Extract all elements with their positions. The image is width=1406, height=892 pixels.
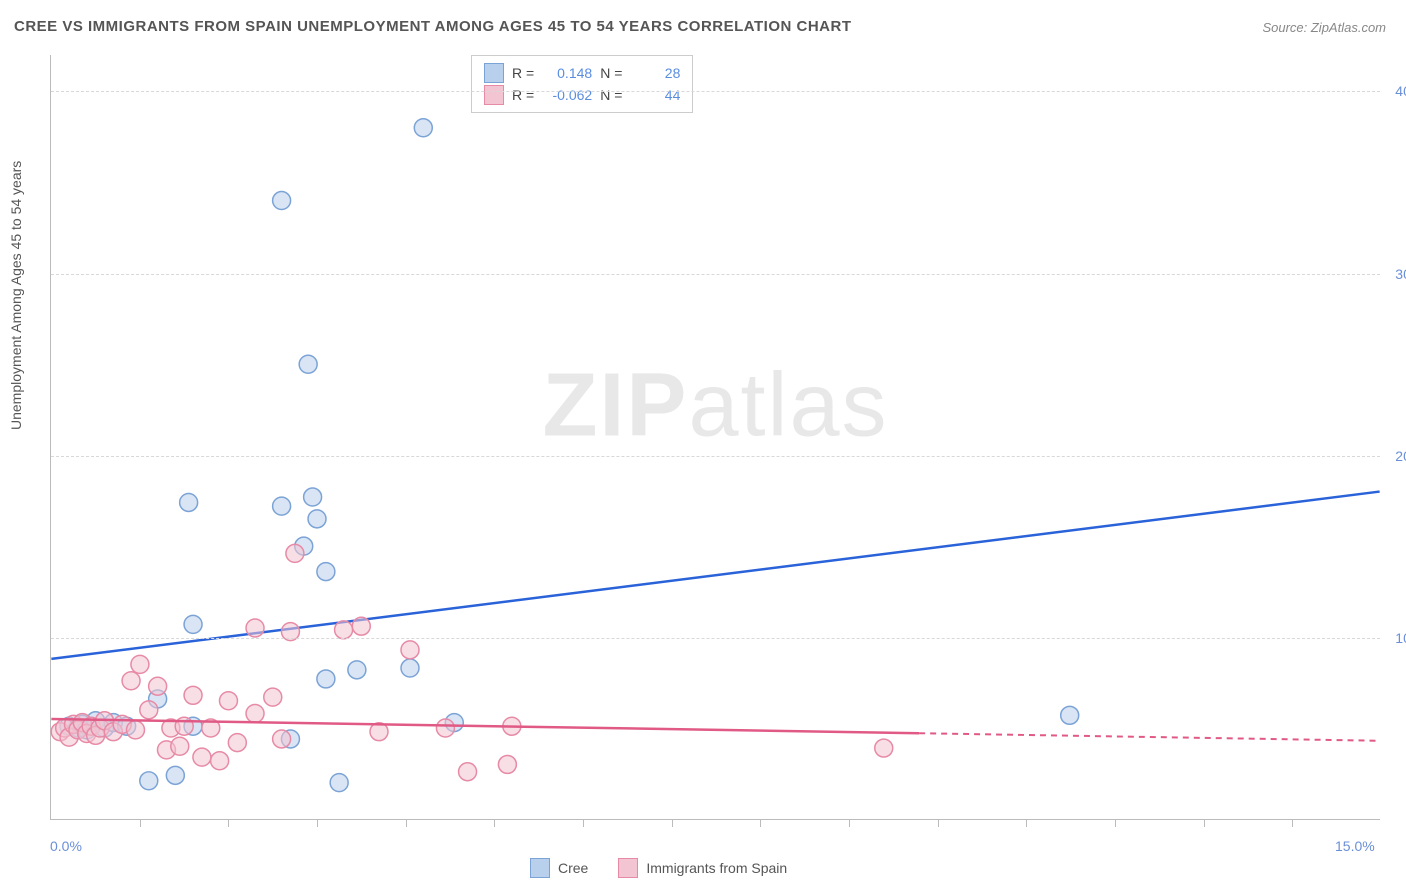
x-tick: [583, 819, 584, 827]
legend-n-label: N =: [600, 62, 622, 84]
correlation-legend: R = 0.148 N = 28 R = -0.062 N = 44: [471, 55, 693, 113]
series-label-spain: Immigrants from Spain: [646, 860, 787, 876]
legend-row-spain: R = -0.062 N = 44: [484, 84, 680, 106]
scatter-plot-svg: [51, 55, 1380, 819]
x-tick-label: 15.0%: [1335, 838, 1375, 854]
legend-row-cree: R = 0.148 N = 28: [484, 62, 680, 84]
x-tick: [1204, 819, 1205, 827]
legend-n-spain: 44: [630, 84, 680, 106]
x-tick: [317, 819, 318, 827]
data-point: [246, 705, 264, 723]
data-point: [414, 119, 432, 137]
data-point: [317, 670, 335, 688]
data-point: [246, 619, 264, 637]
x-tick: [1292, 819, 1293, 827]
y-axis-label: Unemployment Among Ages 45 to 54 years: [8, 161, 24, 430]
legend-r-label: R =: [512, 62, 534, 84]
legend-swatch-spain: [484, 85, 504, 105]
data-point: [317, 563, 335, 581]
x-tick: [228, 819, 229, 827]
grid-line: [51, 638, 1380, 639]
x-tick: [672, 819, 673, 827]
data-point: [140, 772, 158, 790]
series-swatch-spain: [618, 858, 638, 878]
y-tick-label: 30.0%: [1395, 266, 1406, 282]
x-tick: [140, 819, 141, 827]
data-point: [228, 734, 246, 752]
data-point: [131, 655, 149, 673]
data-point: [348, 661, 366, 679]
data-point: [211, 752, 229, 770]
data-point: [273, 497, 291, 515]
legend-r-label-2: R =: [512, 84, 534, 106]
x-tick: [1026, 819, 1027, 827]
data-point: [459, 763, 477, 781]
data-point: [127, 721, 145, 739]
data-point: [401, 659, 419, 677]
data-point: [166, 766, 184, 784]
chart-title: CREE VS IMMIGRANTS FROM SPAIN UNEMPLOYME…: [14, 18, 852, 35]
data-point: [335, 621, 353, 639]
x-tick: [849, 819, 850, 827]
y-tick-label: 20.0%: [1395, 448, 1406, 464]
data-point: [273, 730, 291, 748]
plot-area: ZIPatlas R = 0.148 N = 28 R = -0.062 N =…: [50, 55, 1380, 820]
data-point: [308, 510, 326, 528]
data-point: [498, 755, 516, 773]
data-point: [184, 615, 202, 633]
legend-r-spain: -0.062: [542, 84, 592, 106]
data-point: [304, 488, 322, 506]
grid-line: [51, 91, 1380, 92]
x-tick-label: 0.0%: [50, 838, 82, 854]
legend-r-cree: 0.148: [542, 62, 592, 84]
series-swatch-cree: [530, 858, 550, 878]
data-point: [149, 677, 167, 695]
x-tick: [494, 819, 495, 827]
data-point: [1061, 706, 1079, 724]
x-tick: [760, 819, 761, 827]
data-point: [273, 192, 291, 210]
data-point: [299, 355, 317, 373]
data-point: [286, 544, 304, 562]
data-point: [401, 641, 419, 659]
y-tick-label: 40.0%: [1395, 83, 1406, 99]
data-point: [875, 739, 893, 757]
y-tick-label: 10.0%: [1395, 630, 1406, 646]
data-point: [193, 748, 211, 766]
legend-n-label-2: N =: [600, 84, 622, 106]
data-point: [171, 737, 189, 755]
data-point: [264, 688, 282, 706]
data-point: [122, 672, 140, 690]
data-point: [184, 686, 202, 704]
data-point: [436, 719, 454, 737]
series-legend: Cree Immigrants from Spain: [530, 858, 787, 878]
grid-line: [51, 456, 1380, 457]
data-point: [180, 493, 198, 511]
data-point: [330, 774, 348, 792]
chart-container: CREE VS IMMIGRANTS FROM SPAIN UNEMPLOYME…: [0, 0, 1406, 892]
series-legend-spain: Immigrants from Spain: [618, 858, 787, 878]
trend-line-extrapolated: [919, 733, 1379, 741]
data-point: [352, 617, 370, 635]
legend-swatch-cree: [484, 63, 504, 83]
grid-line: [51, 274, 1380, 275]
series-legend-cree: Cree: [530, 858, 588, 878]
x-tick: [1115, 819, 1116, 827]
x-tick: [406, 819, 407, 827]
data-point: [219, 692, 237, 710]
source-label: Source: ZipAtlas.com: [1262, 20, 1386, 35]
x-tick: [938, 819, 939, 827]
data-point: [140, 701, 158, 719]
series-label-cree: Cree: [558, 860, 588, 876]
legend-n-cree: 28: [630, 62, 680, 84]
